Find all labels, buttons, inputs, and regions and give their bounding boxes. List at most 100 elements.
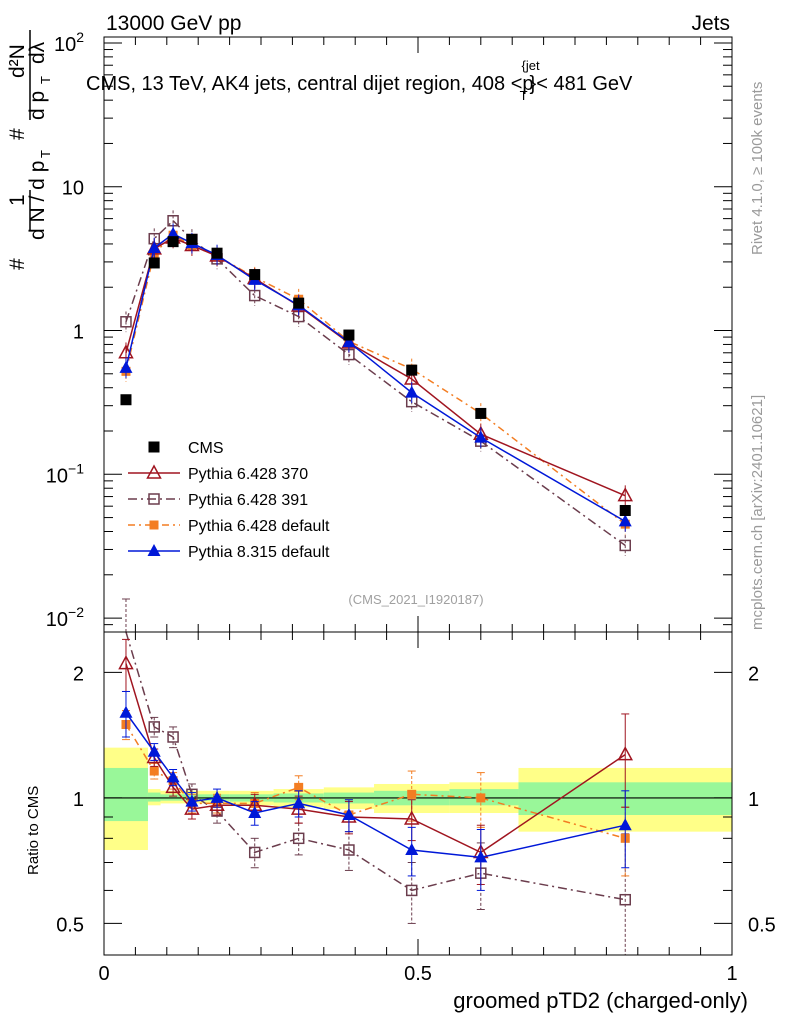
y-label-dN: d N / d p xyxy=(26,161,49,240)
main-y-tick-label: 102 xyxy=(54,29,84,56)
y-axis-label-upper: # 1 d N / d p T # d²N d p T dλ xyxy=(6,30,53,270)
ratio-point-p391 xyxy=(343,844,355,856)
plot-title-main: CMS, 13 TeV, AK4 jets, central dijet reg… xyxy=(86,73,534,95)
main-series-p8 xyxy=(119,223,632,532)
y-axis-label-ratio: Ratio to CMS xyxy=(25,786,42,875)
ratio-point-p391 xyxy=(292,832,305,845)
main-y-tick-label-base: 1 xyxy=(73,322,84,344)
rivet-label: Rivet 4.1.0, ≥ 100k events xyxy=(749,82,766,255)
ratio-y-tick-label-right: 2 xyxy=(748,663,759,685)
ratio-point-pdef xyxy=(294,782,304,792)
main-line-p391 xyxy=(125,219,626,547)
ratio-y-tick-label-right: 1 xyxy=(748,789,759,811)
ratio-point-p370 xyxy=(403,810,420,825)
x-axis-label: groomed pTD2 (charged-only) xyxy=(453,988,748,1013)
main-point-p8 xyxy=(474,430,488,443)
plot-title-end: }< 481 GeV xyxy=(530,73,634,95)
ratio-point-p8 xyxy=(147,744,161,757)
energy-label: 13000 GeV pp xyxy=(106,12,241,35)
ratio-point-p391 xyxy=(148,721,160,733)
y-label-hash-1: # xyxy=(6,258,29,270)
ratio-point-p8 xyxy=(185,794,199,807)
ratio-point-p391 xyxy=(405,884,418,897)
plot-title-sup: {jet xyxy=(522,58,540,73)
main-line-p370 xyxy=(125,237,626,497)
main-y-tick-label-exp: −2 xyxy=(68,604,84,620)
y-label-d2N: d²N xyxy=(6,44,29,78)
legend-label-cms: CMS xyxy=(188,440,224,457)
ratio-point-p391 xyxy=(167,731,179,743)
ratio-series-p8 xyxy=(119,690,632,891)
y-label-T-2: T xyxy=(38,76,53,84)
y-label-dpT: d p xyxy=(26,91,49,120)
plot-title-sub: T xyxy=(520,88,528,103)
ratio-point-p370 xyxy=(209,796,225,812)
ratio-line-p391 xyxy=(125,631,626,901)
ratio-point-pdef xyxy=(407,789,417,799)
legend-marker-p370 xyxy=(146,464,162,479)
ratio-point-p370 xyxy=(165,778,181,794)
legend-marker-p391 xyxy=(148,493,160,505)
main-y-tick-label: 10−1 xyxy=(46,460,84,487)
main-point-p391 xyxy=(619,539,631,552)
main-point-p8 xyxy=(618,514,632,527)
main-point-cms xyxy=(293,297,305,309)
main-point-p8 xyxy=(147,240,161,253)
legend-item-p391: Pythia 6.428 391 xyxy=(128,492,308,509)
ratio-band-green xyxy=(104,767,148,822)
legend-item-pdef: Pythia 6.428 default xyxy=(128,518,330,535)
legend-item-p8: Pythia 8.315 default xyxy=(128,544,330,561)
legend-item-p370: Pythia 6.428 370 xyxy=(128,464,308,483)
main-point-p391 xyxy=(248,289,261,302)
ratio-point-p8 xyxy=(618,818,632,831)
main-point-p8 xyxy=(166,226,180,239)
y-label-dlambda: dλ xyxy=(26,41,49,64)
main-y-tick-label: 10 xyxy=(62,178,84,200)
main-y-tick-label-exp: −1 xyxy=(68,460,84,476)
analysis-id: (CMS_2021_I1920187) xyxy=(348,592,483,607)
ratio-point-p8 xyxy=(405,843,419,856)
main-point-cms xyxy=(406,364,418,376)
legend-label-pdef: Pythia 6.428 default xyxy=(188,518,330,535)
x-tick-label: 0.5 xyxy=(404,963,432,985)
ratio-point-p391 xyxy=(248,846,261,859)
ratio-point-pdef xyxy=(149,766,159,776)
legend: CMS Pythia 6.428 370 Pythia 6.428 391 Pythi… xyxy=(128,440,330,561)
y-label-T-1: T xyxy=(38,150,53,158)
ratio-y-tick-label: 0.5 xyxy=(56,914,84,936)
ratio-series-p370 xyxy=(118,638,633,885)
main-y-tick-label: 10−2 xyxy=(46,604,84,631)
main-y-tick-label-base: 10 xyxy=(54,34,76,56)
ratio-point-p8 xyxy=(248,806,262,819)
mcplots-label: mcplots.cern.ch [arXiv:2401.10621] xyxy=(749,395,766,630)
main-series-p370 xyxy=(118,227,633,507)
x-tick-label: 0 xyxy=(98,963,109,985)
main-point-p8 xyxy=(405,385,419,398)
main-point-cms xyxy=(167,236,179,248)
main-series-pdef xyxy=(121,224,630,535)
ratio-point-p391 xyxy=(619,893,631,906)
ratio-y-tick-label-right: 0.5 xyxy=(748,914,776,936)
legend-marker-p8 xyxy=(147,544,161,556)
ratio-point-p8 xyxy=(292,796,306,809)
ratio-y-tick-label: 2 xyxy=(73,663,84,685)
main-point-cms xyxy=(120,394,132,406)
legend-label-p391: Pythia 6.428 391 xyxy=(188,492,308,509)
ratio-point-p370 xyxy=(118,654,134,670)
main-y-tick-label: 1 xyxy=(73,322,84,344)
main-point-p391 xyxy=(120,316,132,328)
main-point-cms xyxy=(619,504,631,516)
ratio-point-p8 xyxy=(342,807,356,820)
main-y-tick-label-base: 10 xyxy=(46,609,68,631)
ratio-bands xyxy=(104,747,732,851)
legend-label-p370: Pythia 6.428 370 xyxy=(188,466,308,483)
ratio-point-p8 xyxy=(166,770,180,783)
y-label-one: 1 xyxy=(6,194,29,206)
main-point-cms xyxy=(211,247,223,259)
main-point-cms xyxy=(343,329,355,341)
legend-label-p8: Pythia 8.315 default xyxy=(188,544,330,561)
main-point-cms xyxy=(186,233,198,245)
legend-marker-pdef xyxy=(149,520,159,530)
